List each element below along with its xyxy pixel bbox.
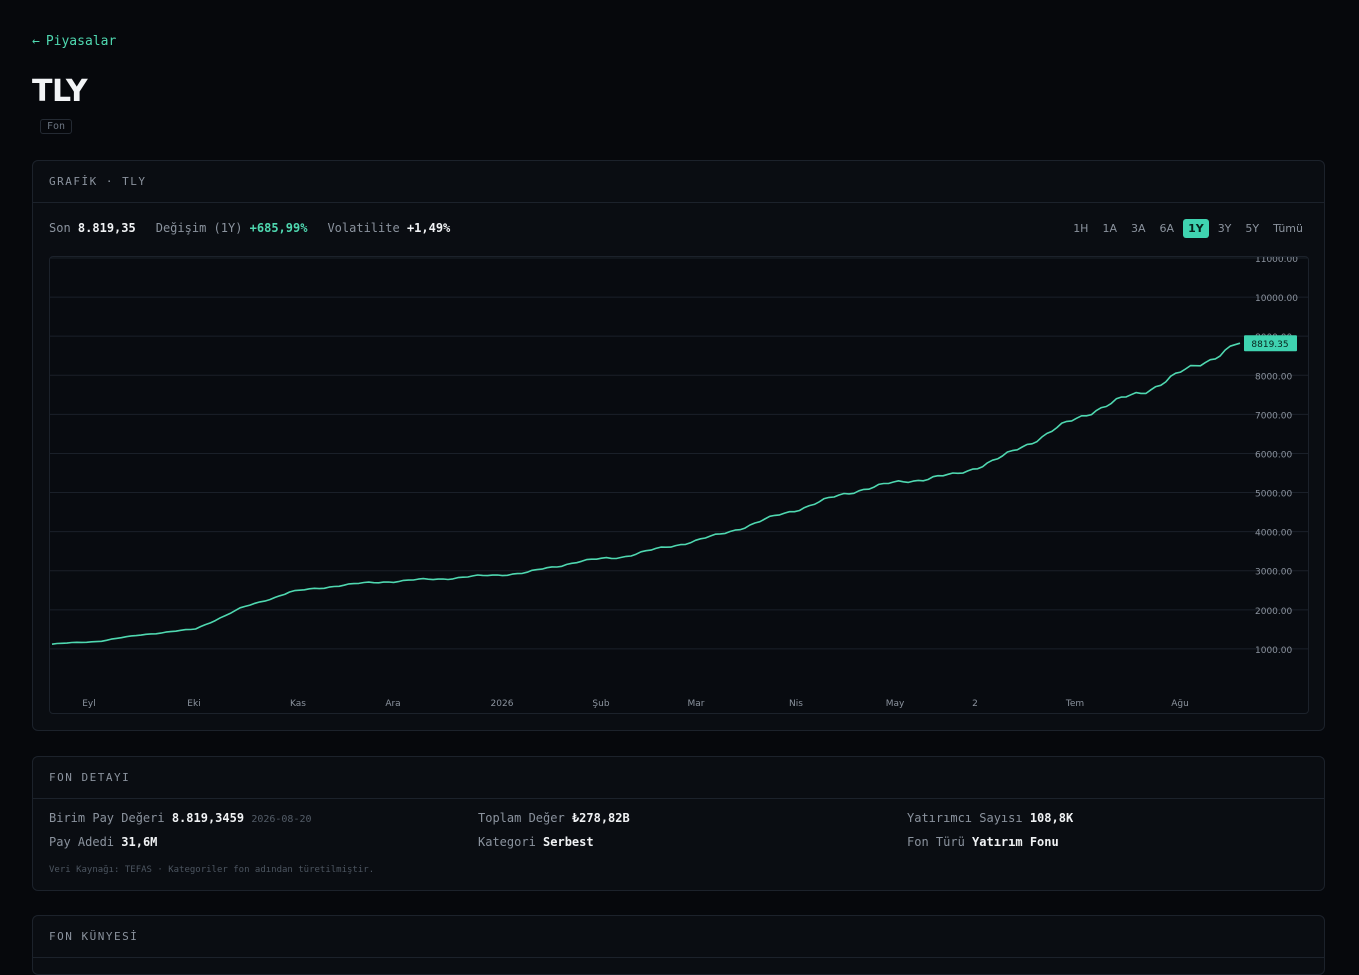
detail-grid: Birim Pay Değeri 8.819,3459 2026-08-20 T… — [49, 811, 1308, 849]
x-tick-label: Nis — [789, 699, 803, 709]
range-tab-6a[interactable]: 6A — [1159, 222, 1175, 235]
x-tick-label: Tem — [1065, 699, 1084, 709]
shares-label: Pay Adedi — [49, 835, 115, 849]
y-tick-label: 3000.00 — [1255, 568, 1292, 578]
x-tick-label: Mar — [688, 699, 705, 709]
range-tab-5y[interactable]: 5Y — [1245, 222, 1260, 235]
last-value-label: 8819.35 — [1251, 340, 1288, 350]
investors-value: 108,8K — [1029, 811, 1074, 825]
detail-category: Kategori Serbest — [478, 835, 907, 849]
stats-row: Son 8.819,35 Değişim (1Y) +685,99% Volat… — [49, 221, 450, 235]
stat-change-label: Değişim (1Y) — [155, 221, 243, 235]
price-chart-svg: 1000.00 2000.00 3000.00 4000.00 5000.00 6000.… — [50, 257, 1308, 709]
x-tick-label: Eki — [187, 699, 200, 709]
total-value: ₺278,82B — [571, 811, 630, 825]
x-tick-label: 2 — [972, 699, 978, 709]
stat-last-label: Son — [49, 221, 71, 235]
detail-panel: FON DETAYI Birim Pay Değeri 8.819,3459 2… — [32, 756, 1325, 891]
y-tick-label: 4000.00 — [1255, 529, 1292, 539]
range-tab-1a[interactable]: 1A — [1102, 222, 1117, 235]
y-tick-label: 5000.00 — [1255, 490, 1292, 500]
range-tab-3y[interactable]: 3Y — [1217, 222, 1232, 235]
type-badge: Fon — [40, 119, 73, 134]
investors-label: Yatırımcı Sayısı — [907, 811, 1023, 825]
price-chart[interactable]: 1000.00 2000.00 3000.00 4000.00 5000.00 6000.… — [49, 256, 1309, 714]
stat-change: Değişim (1Y) +685,99% — [156, 221, 308, 235]
stat-volatility-value: +1,49% — [406, 221, 451, 235]
y-tick-label: 2000.00 — [1255, 607, 1292, 617]
unit-value-date: 2026-08-20 — [251, 814, 312, 825]
series-line — [51, 342, 1241, 645]
unit-value: 8.819,3459 — [171, 811, 245, 825]
range-tab-3a[interactable]: 3A — [1131, 222, 1146, 235]
y-tick-label: 1000.00 — [1255, 646, 1292, 656]
category-label: Kategori — [478, 835, 536, 849]
chart-panel-title: GRAFİK · TLY — [33, 161, 1324, 203]
back-link-label: Piyasalar — [45, 34, 117, 49]
y-tick-label: 11000.00 — [1255, 257, 1298, 265]
range-tab-1h[interactable]: 1H — [1073, 222, 1089, 235]
stat-change-value: +685,99% — [249, 221, 308, 235]
unit-value-label: Birim Pay Değeri — [49, 811, 165, 825]
shares-value: 31,6M — [121, 835, 158, 849]
x-tick-label: 2026 — [491, 699, 514, 709]
x-tick-label: May — [886, 699, 905, 709]
kunye-panel: FON KÜNYESİ — [32, 915, 1325, 975]
back-link[interactable]: ← Piyasalar — [32, 34, 116, 49]
x-tick-label: Ara — [385, 699, 400, 709]
source-note: Veri Kaynağı: TEFAS · Kategoriler fon ad… — [49, 865, 375, 875]
stat-volatility: Volatilite +1,49% — [327, 221, 450, 235]
detail-shares: Pay Adedi 31,6M — [49, 835, 478, 849]
page-title: TLY — [32, 74, 88, 109]
last-value-tag — [1244, 335, 1297, 352]
x-tick-label: Şub — [592, 699, 609, 709]
detail-total: Toplam Değer ₺278,82B — [478, 811, 907, 825]
detail-investors: Yatırımcı Sayısı 108,8K — [907, 811, 1308, 825]
y-tick-label: 6000.00 — [1255, 450, 1292, 460]
y-tick-label: 7000.00 — [1255, 411, 1292, 421]
stat-last: Son 8.819,35 — [49, 221, 136, 235]
detail-fund-type: Fon Türü Yatırım Fonu — [907, 835, 1308, 849]
fund-type-value: Yatırım Fonu — [972, 835, 1059, 849]
y-tick-label: 10000.00 — [1255, 294, 1298, 304]
range-tab-1y[interactable]: 1Y — [1183, 219, 1209, 238]
fund-type-label: Fon Türü — [907, 835, 965, 849]
arrow-left-icon: ← — [32, 34, 40, 49]
range-tabs: 1H 1A 3A 6A 1Y 3Y 5Y Tümü — [1068, 219, 1308, 238]
total-label: Toplam Değer — [478, 811, 565, 825]
category-value: Serbest — [543, 835, 594, 849]
y-tick-label: 8000.00 — [1255, 372, 1292, 382]
kunye-panel-title: FON KÜNYESİ — [33, 916, 1324, 958]
detail-panel-title: FON DETAYI — [33, 757, 1324, 799]
stat-last-value: 8.819,35 — [77, 221, 136, 235]
detail-unit-value: Birim Pay Değeri 8.819,3459 2026-08-20 — [49, 811, 478, 825]
stat-volatility-label: Volatilite — [327, 221, 400, 235]
x-tick-label: Eyl — [82, 699, 96, 709]
x-tick-label: Kas — [290, 699, 306, 709]
range-tab-all[interactable]: Tümü — [1273, 222, 1303, 235]
x-tick-label: Ağu — [1171, 699, 1189, 709]
chart-panel: GRAFİK · TLY Son 8.819,35 Değişim (1Y) +… — [32, 160, 1325, 731]
